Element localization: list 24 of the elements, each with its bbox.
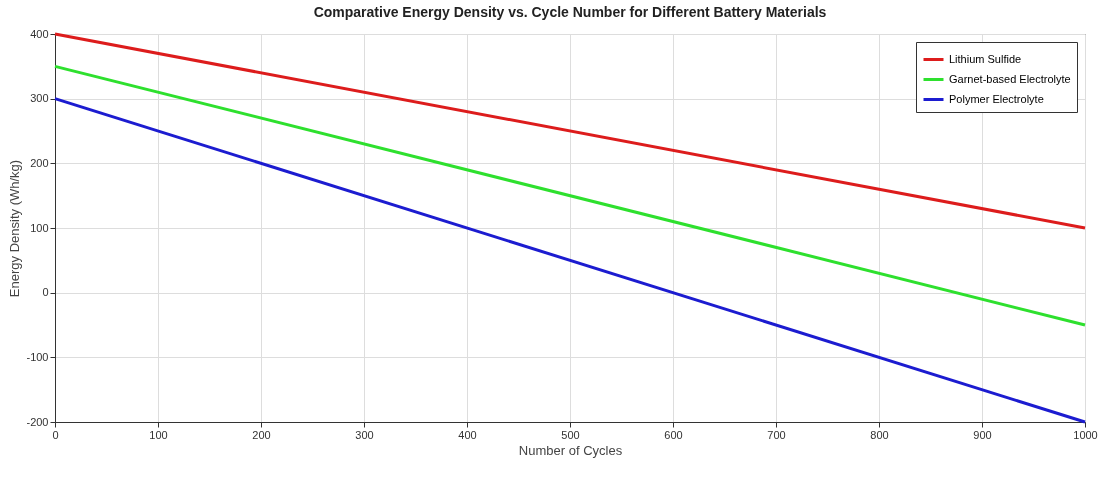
- y-tick-label: 300: [30, 92, 49, 105]
- x-tick-label: 300: [355, 428, 374, 441]
- x-tick-label: 0: [52, 428, 59, 441]
- x-axis-title: Number of Cycles: [518, 442, 623, 458]
- y-tick-label: 100: [30, 221, 49, 234]
- x-tick-label: 100: [149, 428, 168, 441]
- y-axis-title: Energy Density (Wh/kg): [7, 159, 23, 298]
- y-tick-label: 0: [42, 286, 49, 299]
- x-tick-label: 700: [767, 428, 786, 441]
- x-tick-label: 900: [973, 428, 992, 441]
- y-tick-label: -200: [26, 415, 49, 428]
- legend-label: Lithium Sulfide: [949, 52, 1022, 65]
- x-tick-label: 1000: [1073, 428, 1098, 441]
- x-tick-label: 200: [252, 428, 271, 441]
- y-tick-label: -100: [26, 350, 49, 363]
- legend-label: Garnet-based Electrolyte: [949, 72, 1071, 85]
- x-tick-label: 600: [664, 428, 683, 441]
- y-tick-label: 200: [30, 156, 49, 169]
- x-tick-label: 400: [458, 428, 477, 441]
- chart-title: Comparative Energy Density vs. Cycle Number for Different Battery Materials: [313, 4, 827, 20]
- x-tick-label: 500: [561, 428, 580, 441]
- legend-label: Polymer Electrolyte: [949, 92, 1044, 105]
- x-tick-label: 800: [870, 428, 889, 441]
- y-tick-label: 400: [30, 27, 49, 40]
